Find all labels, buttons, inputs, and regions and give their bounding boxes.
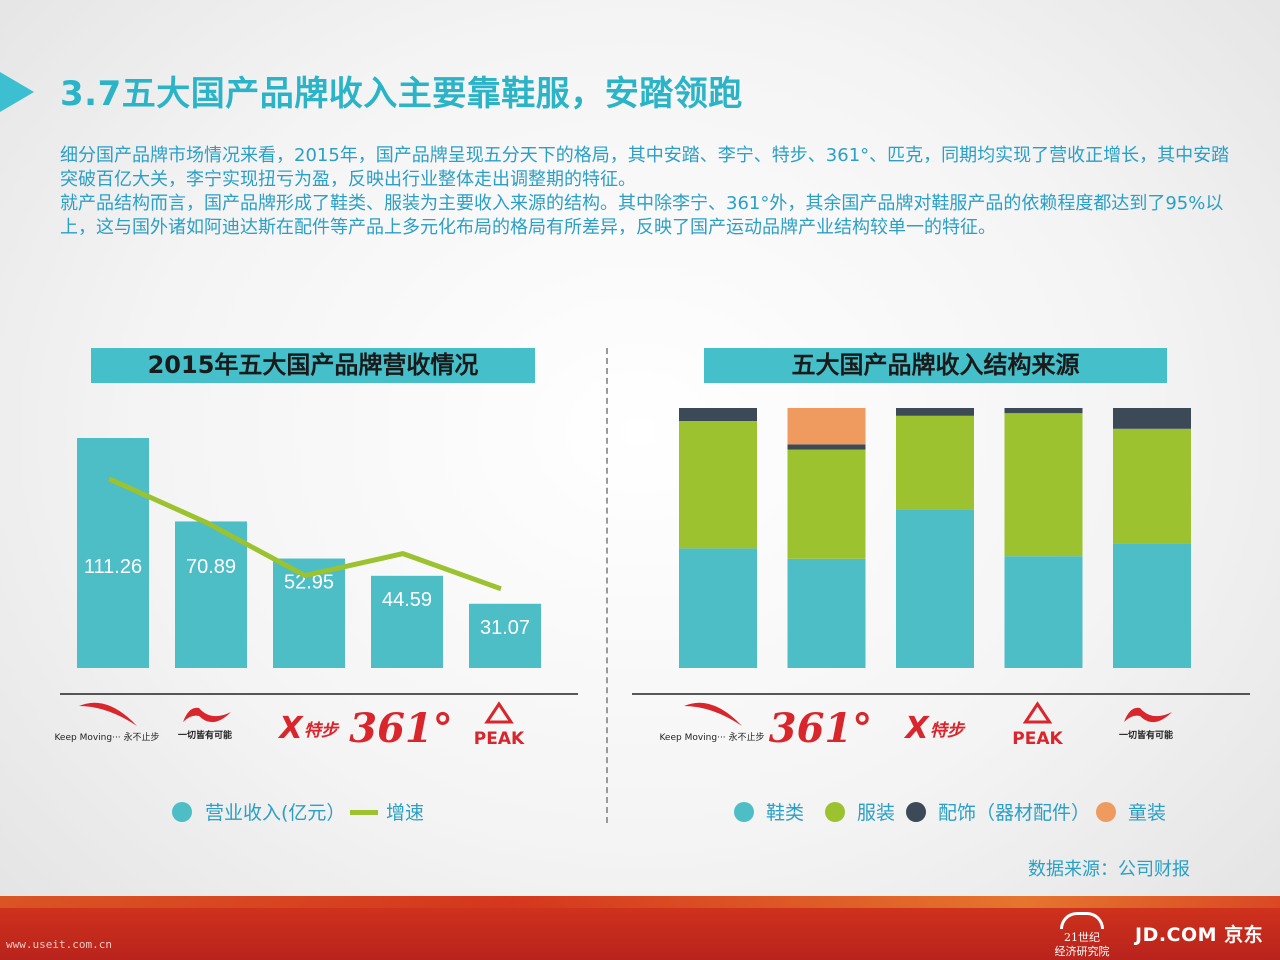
intro-paragraph: 细分国产品牌市场情况来看，2015年，国产品牌呈现五分天下的格局，其中安踏、李宁… [60,145,1230,190]
slide-arrow-marker [0,72,34,112]
logo-caption: 特步 [304,721,340,741]
revenue-bar [175,521,247,668]
xtep-logo: X 特步 [277,711,340,746]
stack-segment [787,408,866,445]
stack-segment [679,548,757,668]
intro-paragraph: 就产品结构而言，国产品牌形成了鞋类、服装为主要收入来源的结构。其中除李宁、361… [60,193,1224,238]
peak-triangle-icon [484,701,514,724]
stack-segment [1004,408,1083,414]
revenue-bar [77,438,149,668]
watermark: www.useit.com.cn [6,938,112,951]
legend-label: 服装 [857,802,895,824]
page-title: 3.7五大国产品牌收入主要靠鞋服，安踏领跑 [60,74,743,114]
legend-label: 童装 [1128,802,1166,824]
logo-caption: 一切皆有可能 [178,729,232,741]
bar-value-label: 70.89 [186,556,236,578]
bar-value-label: 52.95 [284,572,334,594]
intro-text: 细分国产品牌市场情况来看，2015年，国产品牌呈现五分天下的格局，其中安踏、李宁… [60,144,1240,240]
legend-label: 营业收入(亿元） [205,802,345,824]
lining-logo: 一切皆有可能 [178,707,232,741]
stack-segment [1113,408,1191,429]
logo-caption: 361° [769,705,873,752]
peak-triangle-icon [1022,701,1053,724]
legend-swatch [1096,802,1116,822]
stack-segment [787,444,866,450]
stack-segment [1004,556,1083,668]
legend-swatch [825,802,845,822]
legend-swatch [734,802,754,822]
revenue-bar [371,575,443,668]
revenue-chart: 111.26 70.89 52.95 44.59 31.07 Keep Moving···… [54,438,578,824]
logo-caption: Keep Moving··· 永不止步 [659,731,764,743]
peak-logo: PEAK [474,701,525,749]
anta-logo: Keep Moving··· 永不止步 [659,702,765,743]
jd-logo: JD.COM 京东 [1135,924,1264,946]
xtep-x-icon: X [903,711,930,746]
lining-swoosh-icon [1124,707,1172,723]
legend-swatch-growth [350,810,378,815]
legend-label: 鞋类 [766,802,804,824]
anta-swoosh-icon [79,702,137,726]
revenue-bar [469,603,541,668]
logo-caption: 一切皆有可能 [1119,729,1173,741]
arc-icon [1060,912,1104,929]
logo-line: 21世纪 [1064,931,1100,944]
stack-segment [679,421,757,549]
legend-label: 配饰（器材配件） [938,802,1090,824]
stack-segment [896,509,974,668]
stack-segment [1004,413,1083,557]
left-chart-title: 2015年五大国产品牌营收情况 [91,348,535,383]
stack-segment [679,408,757,421]
bar-value-label: 31.07 [480,617,530,639]
anta-swoosh-icon [684,702,742,726]
xtep-logo: X 特步 [903,711,966,746]
stack-segment [1113,428,1191,544]
legend-swatch [906,802,926,822]
lining-logo: 一切皆有可能 [1119,707,1173,741]
bar-value-label: 111.26 [84,556,142,578]
logo-caption: PEAK [474,729,525,749]
361-logo: 361° [769,705,873,752]
logo-caption: PEAK [1012,729,1063,749]
data-source: 数据来源：公司财报 [1028,859,1190,880]
logo-caption: 特步 [930,721,966,741]
legend-label: 增速 [386,802,424,824]
logo-caption: 361° [349,705,453,752]
lining-swoosh-icon [183,707,231,723]
anta-logo: Keep Moving··· 永不止步 [54,702,160,743]
panel-divider [606,348,608,823]
peak-logo: PEAK [1012,701,1064,749]
logo-caption: Keep Moving··· 永不止步 [54,731,159,743]
xtep-x-icon: X [277,711,304,746]
21st-century-logo: 21世纪 经济研究院 [1050,912,1114,958]
logo-line: 经济研究院 [1054,945,1110,958]
361-logo: 361° [349,705,453,752]
stack-segment [896,408,974,416]
bar-value-label: 44.59 [382,589,432,611]
stack-segment [1113,543,1191,668]
stack-segment [896,415,974,510]
right-chart-title: 五大国产品牌收入结构来源 [704,348,1167,383]
stack-segment [787,449,866,559]
legend-swatch-revenue [172,802,192,822]
stack-segment [787,558,866,668]
